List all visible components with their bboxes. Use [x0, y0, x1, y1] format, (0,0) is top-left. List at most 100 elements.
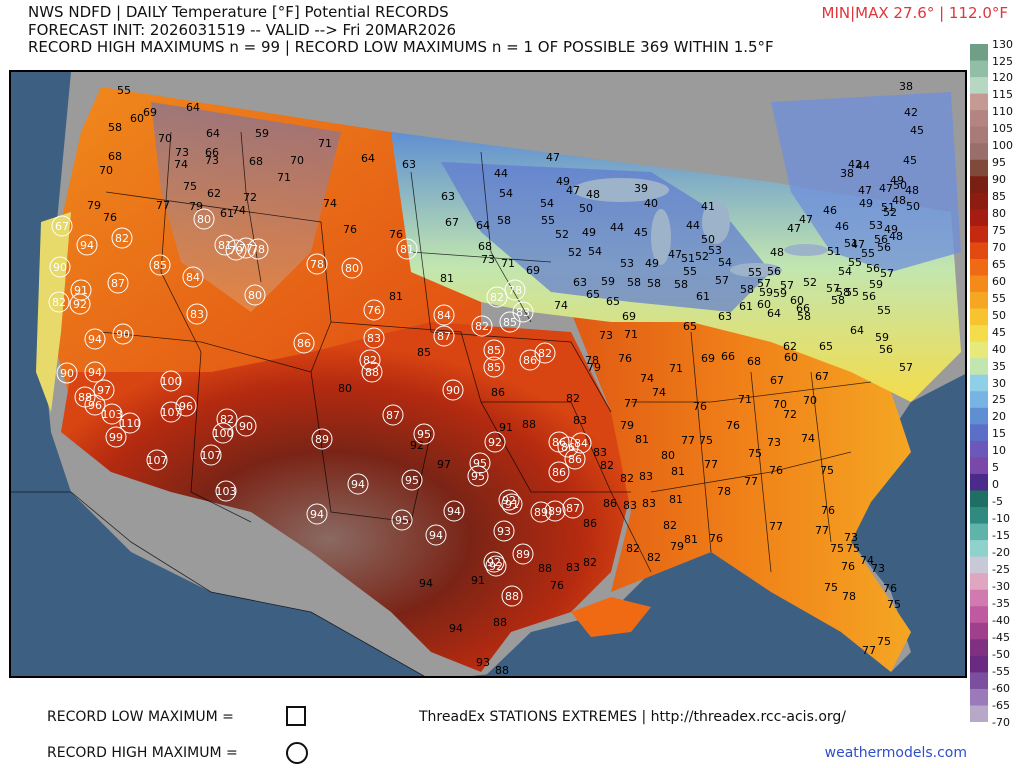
record-high-value: 76	[367, 304, 381, 317]
station-value-label: 91	[471, 574, 485, 587]
station-value-label: 56	[866, 262, 880, 275]
record-high-circle	[512, 543, 534, 565]
record-high-value: 93	[497, 525, 511, 538]
station-value-label: 97	[437, 458, 451, 471]
station-value-label: 77	[624, 397, 638, 410]
station-value-label: 93	[476, 656, 490, 669]
record-high-value: 67	[55, 220, 69, 233]
colorbar-tick-label: -15	[992, 529, 1010, 542]
station-value-label: 62	[783, 340, 797, 353]
station-value-label: 73	[767, 436, 781, 449]
station-value-label: 77	[681, 434, 695, 447]
station-value-label: 46	[823, 204, 837, 217]
colorbar-tick-label: 85	[992, 190, 1006, 203]
record-high-value: 94	[88, 333, 102, 346]
station-value-label: 62	[207, 187, 221, 200]
colorbar-tick-label: 30	[992, 376, 1006, 390]
station-value-label: 71	[501, 257, 515, 270]
station-value-label: 76	[821, 504, 835, 517]
record-high-station: 82	[111, 227, 133, 249]
record-high-circle	[564, 448, 586, 470]
station-value-label: 74	[801, 432, 815, 445]
station-value-label: 77	[769, 520, 783, 533]
record-high-circle	[499, 311, 521, 333]
station-value-label: 53	[620, 257, 634, 270]
station-value-label: 76	[389, 228, 403, 241]
station-value-label: 55	[848, 256, 862, 269]
colorbar-segment	[970, 93, 988, 111]
record-high-value: 85	[153, 259, 167, 272]
colorbar-segment	[970, 341, 988, 359]
record-high-circle	[119, 412, 141, 434]
station-value-label: 50	[579, 202, 593, 215]
record-high-value: 82	[52, 296, 66, 309]
station-value-label: 74	[652, 386, 666, 399]
colorbar-tick-label: -35	[992, 596, 1010, 610]
colorbar-segment	[970, 60, 988, 78]
colorbar-tick-label: 15	[992, 427, 1006, 441]
station-value-label: 86	[583, 517, 597, 530]
colorbar-tick-label: -55	[992, 664, 1010, 678]
station-value-label: 71	[277, 171, 291, 184]
record-high-value: 84	[437, 309, 451, 322]
record-high-circle	[530, 501, 552, 523]
station-value-label: 56	[874, 233, 888, 246]
station-value-label: 73	[599, 329, 613, 342]
record-high-circle	[225, 239, 247, 261]
station-value-label: 48	[889, 230, 903, 243]
station-value-label: 52	[555, 228, 569, 241]
map-title: NWS NDFD | DAILY Temperature [°F] Potent…	[28, 3, 449, 21]
station-value-label: 51	[827, 245, 841, 258]
record-high-circle	[69, 293, 91, 315]
station-value-label: 46	[835, 220, 849, 233]
record-high-circle	[160, 401, 182, 423]
station-value-label: 73	[871, 562, 885, 575]
colorbar-tick-label: -10	[992, 512, 1010, 526]
record-high-value: 80	[248, 289, 262, 302]
station-value-label: 80	[338, 382, 352, 395]
record-high-circle	[244, 284, 266, 306]
colorbar-tick-label: 50	[992, 308, 1006, 322]
station-value-label: 82	[620, 472, 634, 485]
record-high-value: 83	[516, 306, 530, 319]
colorbar-tick-label: 60	[992, 274, 1006, 288]
record-high-value: 95	[417, 428, 431, 441]
record-high-station: 80	[341, 257, 363, 279]
record-high-circle	[363, 299, 385, 321]
colorbar-tick-label: 90	[992, 173, 1006, 187]
record-high-label: RECORD HIGH MAXIMUM =	[47, 745, 238, 761]
record-high-value: 99	[109, 431, 123, 444]
colorbar-tick-label: -60	[992, 681, 1010, 695]
record-high-station: 82	[534, 342, 556, 364]
colorbar-segment	[970, 209, 988, 227]
record-high-station: 67	[51, 215, 73, 237]
record-high-circle	[501, 493, 523, 515]
colorbar	[970, 44, 988, 722]
station-value-label: 47	[851, 238, 865, 251]
record-high-value: 94	[351, 478, 365, 491]
record-high-station: 80	[193, 208, 215, 230]
record-high-station: 94	[425, 524, 447, 546]
station-value-label: 56	[877, 241, 891, 254]
record-high-value: 90	[60, 367, 74, 380]
station-value-label: 79	[620, 419, 634, 432]
record-high-circle	[443, 500, 465, 522]
station-value-label: 75	[748, 447, 762, 460]
record-high-station: 94	[76, 234, 98, 256]
station-value-label: 68	[478, 240, 492, 253]
station-value-label: 47	[668, 248, 682, 261]
record-high-station: 80	[244, 284, 266, 306]
record-high-station: 85	[149, 254, 171, 276]
record-high-circle	[247, 238, 269, 260]
station-value-label: 73	[205, 154, 219, 167]
station-value-label: 74	[640, 372, 654, 385]
colorbar-segment	[970, 407, 988, 425]
station-value-label: 53	[869, 219, 883, 232]
colorbar-segment	[970, 705, 988, 722]
station-value-label: 60	[130, 112, 144, 125]
station-value-label: 54	[588, 245, 602, 258]
brand-link[interactable]: weathermodels.com	[824, 745, 967, 761]
record-high-circle	[84, 328, 106, 350]
station-value-label: 60	[784, 351, 798, 364]
